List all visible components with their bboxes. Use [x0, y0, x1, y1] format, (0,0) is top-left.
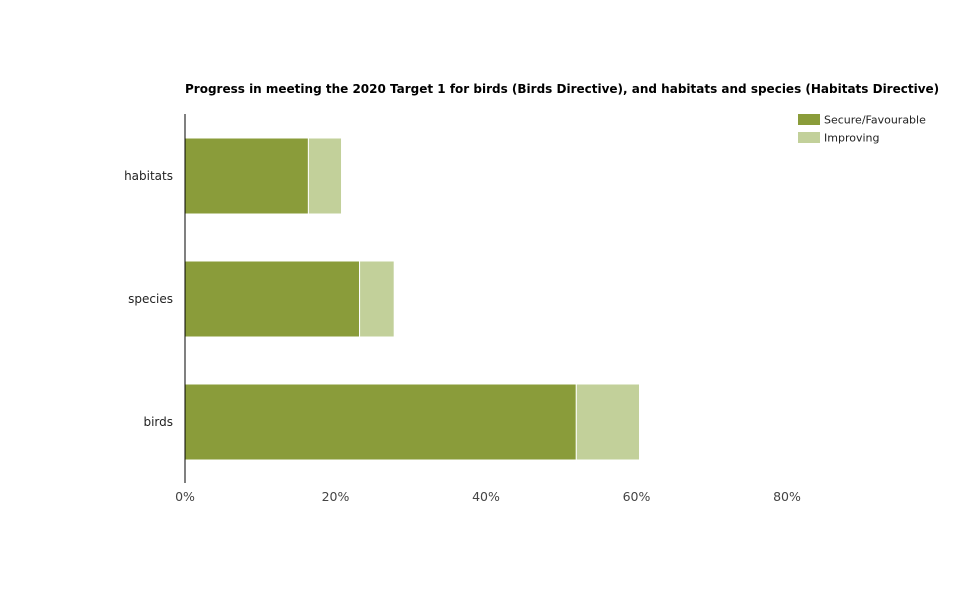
- category-label-species: species: [128, 292, 173, 306]
- category-labels: habitats species birds: [124, 169, 173, 429]
- category-label-habitats: habitats: [124, 169, 173, 183]
- legend-swatch-secure: [798, 114, 820, 125]
- x-tick-label: 60%: [623, 489, 651, 504]
- x-tick-label: 0%: [175, 489, 195, 504]
- category-label-birds: birds: [143, 415, 173, 429]
- bar-birds-improving: [575, 383, 641, 461]
- x-tick-label: 20%: [322, 489, 350, 504]
- x-axis-ticks: 0% 20% 40% 60% 80%: [175, 489, 801, 504]
- bar-habitats-secure: [184, 137, 309, 215]
- legend: Secure/Favourable Improving: [798, 114, 926, 145]
- x-tick-label: 40%: [472, 489, 500, 504]
- bar-habitats-improving: [307, 137, 343, 215]
- bars-group: [184, 137, 641, 461]
- legend-swatch-improving: [798, 132, 820, 143]
- bar-birds-secure: [184, 383, 577, 461]
- legend-label-improving: Improving: [824, 132, 879, 145]
- bar-species-improving: [359, 260, 395, 338]
- bar-species-secure: [184, 260, 361, 338]
- chart-title: Progress in meeting the 2020 Target 1 fo…: [185, 82, 939, 96]
- x-tick-label: 80%: [773, 489, 801, 504]
- legend-label-secure: Secure/Favourable: [824, 114, 926, 127]
